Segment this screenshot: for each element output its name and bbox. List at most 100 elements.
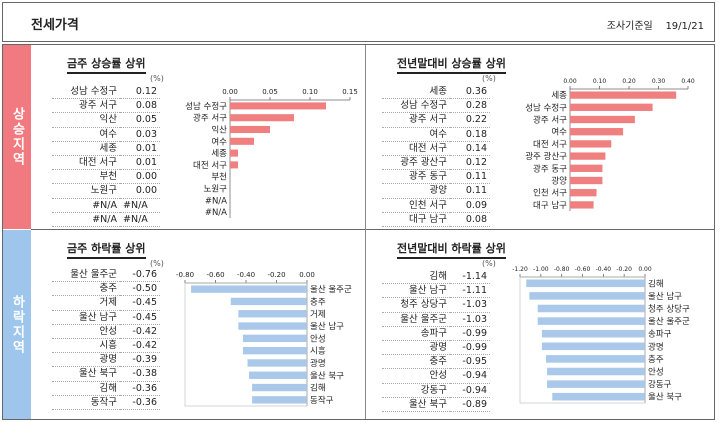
region-value: 0.18 (450, 127, 490, 142)
x-tick-label: 0.10 (593, 78, 607, 85)
category-label: 광주 동구 (533, 163, 567, 174)
category-label: 인천 서구 (533, 188, 567, 199)
x-tick-label: -0.40 (596, 266, 612, 273)
region-name: 송파구 (382, 326, 450, 341)
region-value: -0.36 (120, 381, 160, 396)
region-value: -1.11 (450, 283, 490, 299)
bar (230, 149, 238, 157)
category-label: 성남 수정구 (525, 102, 567, 113)
value-table: 세종 0.36 성남 수정구 0.28 광주 서구 0.22 여수 0.18 대전 서구 0.14… (382, 85, 490, 227)
bar (529, 292, 645, 300)
region-name: 충주 (52, 281, 120, 297)
region-value: -0.39 (120, 352, 160, 368)
region-value: -0.42 (120, 338, 160, 354)
bar (547, 367, 645, 376)
table-row: 부천 0.00 (52, 169, 160, 185)
region-value: -0.99 (450, 326, 490, 341)
table-row: 노원구 0.00 (52, 183, 160, 199)
bar (252, 396, 307, 404)
region-value: -1.14 (450, 270, 490, 285)
category-label: 청주 상당구 (648, 304, 690, 315)
panel-weekly-rise: 금주 상승률 상위 (%) 성남 수정구 0.12 광주 서구 0.08 익산 0.05 여수 0… (32, 47, 364, 227)
category-label: #N/A (205, 208, 227, 218)
region-name: 김해 (52, 381, 120, 396)
category-label: 울산 울주군 (648, 316, 690, 327)
region-value: -0.45 (120, 310, 160, 325)
region-name: 여수 (52, 127, 120, 142)
region-value: 0.03 (120, 127, 160, 142)
bar (238, 310, 307, 318)
region-value: 0.11 (450, 169, 490, 185)
region-value: #N/A (120, 198, 160, 213)
bar (570, 176, 603, 185)
bar (230, 125, 270, 134)
category-label: 여수 (551, 127, 567, 138)
table-row: 울산 울주군 -0.76 (52, 268, 160, 283)
table-row: 대전 서구 0.01 (52, 155, 160, 171)
table-row: 대전 서구 0.14 (382, 141, 490, 156)
region-name: 부천 (52, 169, 120, 185)
x-tick-label: 0.00 (563, 78, 577, 85)
category-label: 성남 수정구 (185, 101, 227, 112)
x-tick-label: -1.20 (512, 266, 528, 273)
region-name: 광주 서구 (52, 98, 120, 114)
region-name: 울산 북구 (52, 366, 120, 382)
category-label: 강동구 (648, 379, 672, 390)
region-name: 여수 (382, 127, 450, 142)
bar (570, 164, 603, 172)
table-row: 시흥 -0.42 (52, 338, 160, 354)
table-row: 인천 서구 0.09 (382, 198, 490, 213)
table-row: 광양 0.11 (382, 183, 490, 199)
chart-title: 금주 하락률 상위 (67, 240, 146, 259)
plot-frame (519, 276, 646, 404)
panel-ytd-rise: 전년말대비 상승률 상위 (%) 세종 0.36 성남 수정구 0.28 광주 서구 0.22… (367, 47, 699, 227)
bar (230, 161, 238, 169)
region-value: 0.36 (450, 85, 490, 100)
table-row: 여수 0.03 (52, 127, 160, 142)
region-value: -0.94 (450, 368, 490, 384)
category-label: 안성 (310, 333, 326, 344)
category-label: #N/A (205, 196, 227, 206)
category-label: 울산 울주군 (310, 284, 352, 295)
chart-title: 금주 상승률 상위 (67, 55, 146, 74)
region-value: -0.45 (120, 295, 160, 311)
region-value: -0.38 (120, 366, 160, 382)
region-name: 대전 서구 (52, 155, 120, 171)
region-name: 인천 서구 (382, 198, 450, 213)
region-value: -1.03 (450, 297, 490, 313)
region-name: #N/A (52, 198, 120, 213)
page-title: 전세가격 (31, 18, 79, 33)
bar (541, 342, 645, 351)
region-name: 안성 (382, 368, 450, 384)
region-name: 강동구 (382, 383, 450, 398)
region-name: 울산 북구 (382, 397, 450, 412)
table-row: 여수 0.18 (382, 127, 490, 142)
bar (537, 304, 645, 313)
category-label: 부천 (211, 172, 227, 183)
region-value: -0.76 (120, 268, 160, 283)
x-tick-label: -0.20 (616, 266, 632, 273)
region-name: 거제 (52, 295, 120, 311)
category-label: 안성 (648, 367, 664, 378)
table-row: 광명 -0.99 (382, 340, 490, 356)
region-value: 0.08 (120, 98, 160, 114)
table-row: #N/A #N/A (52, 198, 160, 213)
table-row: #N/A #N/A (52, 212, 160, 227)
region-value: 0.08 (450, 212, 490, 227)
table-row: 광주 동구 0.11 (382, 169, 490, 185)
category-label: 광주 광산구 (525, 151, 567, 162)
table-row: 거제 -0.45 (52, 295, 160, 311)
region-name: 광명 (382, 340, 450, 356)
table-row: 강동구 -0.94 (382, 383, 490, 398)
region-value: -0.89 (450, 397, 490, 412)
region-value: 0.22 (450, 112, 490, 128)
x-tick-label: -1.00 (533, 266, 549, 273)
category-label: 광양 (551, 176, 567, 187)
x-tick-label: 0.05 (262, 88, 278, 96)
category-label: 거제 (310, 310, 326, 320)
bar (238, 322, 307, 330)
region-name: 청주 상당구 (382, 297, 450, 313)
region-value: 0.01 (120, 155, 160, 171)
